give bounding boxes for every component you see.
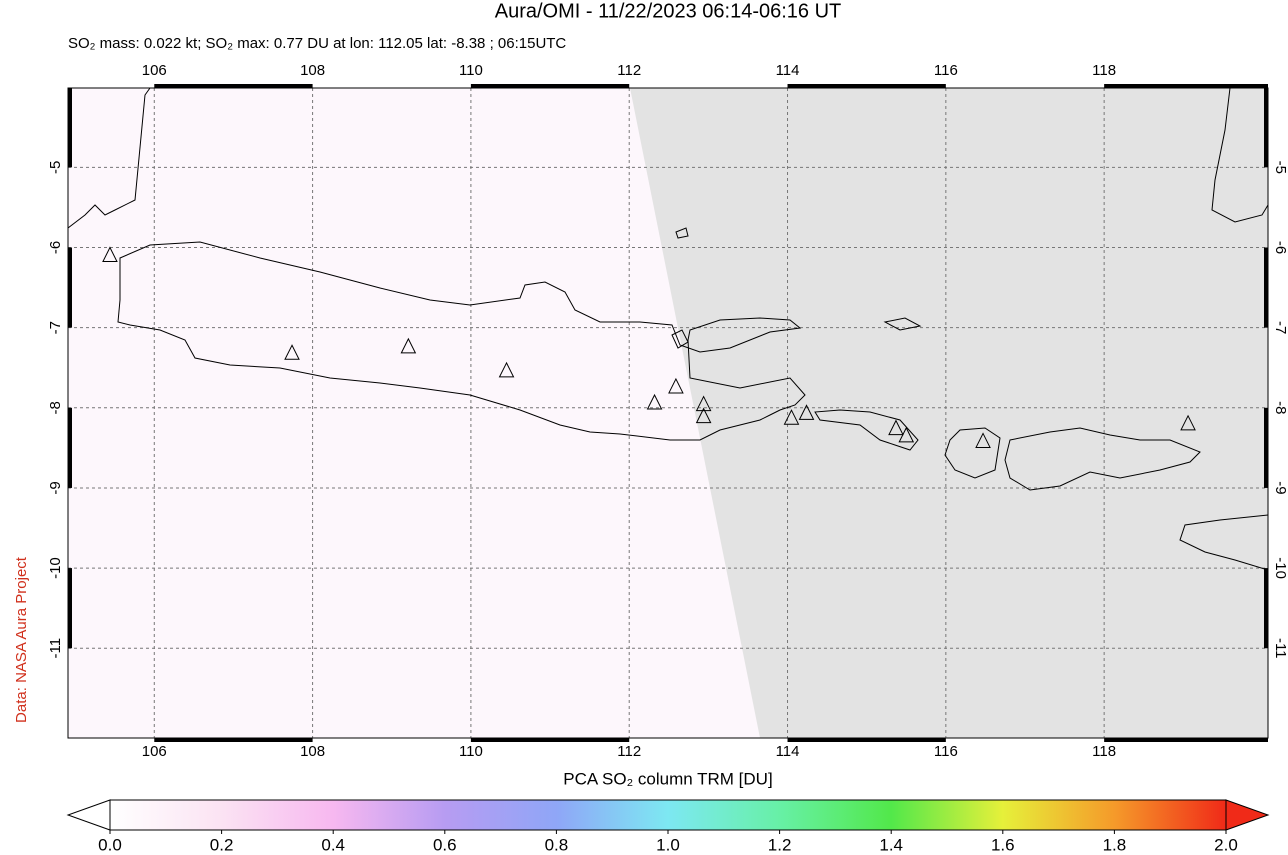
volcano <box>798 404 815 420</box>
volcano <box>783 409 800 425</box>
x-tick-label: 114 <box>776 62 800 79</box>
coastline-bali <box>814 409 919 451</box>
volcano <box>284 344 300 360</box>
x-tick-label: 108 <box>300 62 325 79</box>
axis-labels: 106 106 108 108 110 110 112 112 114 114 116 116 118 1… <box>47 62 1288 760</box>
no-data-region <box>630 88 1268 738</box>
side-label: Data: NASA Aura Project <box>13 556 30 723</box>
frame-bar <box>787 84 946 88</box>
frame-bar <box>787 738 946 742</box>
x-tick-label: 112 <box>617 743 641 760</box>
volcano <box>695 395 712 412</box>
y-tick-label: -6 <box>47 241 64 254</box>
y-tick-label: -9 <box>1272 481 1288 494</box>
coastline-java <box>117 241 806 441</box>
colorbar-tick-label: 1.2 <box>768 835 792 854</box>
y-tick-label: -11 <box>47 638 64 659</box>
colorbar-tick-label: 1.4 <box>879 835 903 854</box>
frame-bars <box>68 84 1268 742</box>
volcano <box>1180 414 1196 431</box>
colorbar-high-arrow <box>1225 799 1270 831</box>
volcano <box>695 407 712 424</box>
colorbar-tick-label: 1.8 <box>1103 835 1127 854</box>
frame-bar <box>68 88 72 168</box>
grid <box>68 88 1268 738</box>
x-tick-label: 106 <box>142 743 167 760</box>
volcano <box>975 432 991 448</box>
frame-bar <box>470 738 630 742</box>
frame-bar <box>68 247 72 328</box>
y-tick-label: -8 <box>47 401 64 414</box>
x-tick-label: 108 <box>300 743 325 760</box>
colorbar-tick-label: 0.2 <box>210 835 234 854</box>
coastline-kangean <box>883 317 922 331</box>
coastline-flores <box>1179 514 1268 571</box>
x-tick-label: 118 <box>1092 743 1116 760</box>
colorbar-ticks: 0.0 0.2 0.4 0.6 0.8 1.0 1.2 1.4 1.6 1.8 2.0 <box>98 830 1238 854</box>
y-tick-label: -10 <box>1272 557 1288 579</box>
colorbar-tick-label: 0.4 <box>321 835 345 854</box>
colorbar-tick-label: 0.8 <box>545 835 569 854</box>
coastline-borneo <box>1211 88 1268 223</box>
colorbar-tick-label: 0.6 <box>433 835 457 854</box>
frame-bar <box>1264 247 1268 328</box>
colorbar-low-arrow <box>66 799 111 831</box>
x-tick-label: 110 <box>459 62 483 79</box>
coastline-sumatra <box>68 88 151 229</box>
coastline-madura-tip <box>671 329 689 349</box>
volcano <box>888 419 904 436</box>
colorbar-tick-label: 1.6 <box>991 835 1015 854</box>
y-tick-label: -9 <box>47 481 64 494</box>
frame-bar <box>1264 407 1268 488</box>
x-tick-label: 118 <box>1092 62 1116 79</box>
frame-bar <box>154 84 313 88</box>
y-tick-label: -5 <box>47 161 64 174</box>
y-tick-label: -7 <box>47 321 64 334</box>
title: Aura/OMI - 11/22/2023 06:14-06:16 UT <box>495 0 842 22</box>
colorbar <box>109 799 1227 831</box>
frame-bar <box>1104 84 1268 88</box>
x-tick-label: 106 <box>142 62 167 79</box>
colorbar-tick-label: 0.0 <box>98 835 122 854</box>
volcano <box>646 393 663 410</box>
map-area <box>68 88 1268 738</box>
colorbar-tick-label: 2.0 <box>1214 835 1238 854</box>
coastline-bawean <box>675 227 689 239</box>
coastline-lombok <box>944 427 1001 479</box>
frame-bar <box>68 407 72 488</box>
y-tick-label: -11 <box>1272 638 1288 659</box>
x-tick-label: 110 <box>459 743 483 760</box>
frame-bar <box>1104 738 1268 742</box>
x-tick-label: 116 <box>934 62 958 79</box>
volcano <box>400 337 417 354</box>
volcano-markers <box>102 246 1196 448</box>
y-tick-label: -5 <box>1272 161 1288 174</box>
subtitle: SO₂ mass: 0.022 kt; SO₂ max: 0.77 DU at … <box>68 35 566 52</box>
volcano <box>898 426 915 443</box>
frame-bar <box>1264 568 1268 649</box>
colorbar-tick-label: 1.0 <box>656 835 680 854</box>
volcano <box>498 361 515 378</box>
y-tick-label: -8 <box>1272 401 1288 414</box>
frame-bar <box>1264 88 1268 168</box>
x-tick-label: 112 <box>617 62 641 79</box>
frame-bar <box>154 738 313 742</box>
frame-bar <box>470 84 630 88</box>
colorbar-label: PCA SO₂ column TRM [DU] <box>563 769 772 788</box>
x-tick-label: 116 <box>934 743 958 760</box>
y-tick-label: -7 <box>1272 321 1288 334</box>
coastline-sumbawa <box>1004 427 1201 491</box>
x-tick-label: 114 <box>776 743 800 760</box>
y-tick-label: -6 <box>1272 241 1288 254</box>
frame-bar <box>68 568 72 649</box>
volcano <box>668 377 684 394</box>
y-tick-label: -10 <box>47 557 64 579</box>
volcano <box>102 246 118 263</box>
